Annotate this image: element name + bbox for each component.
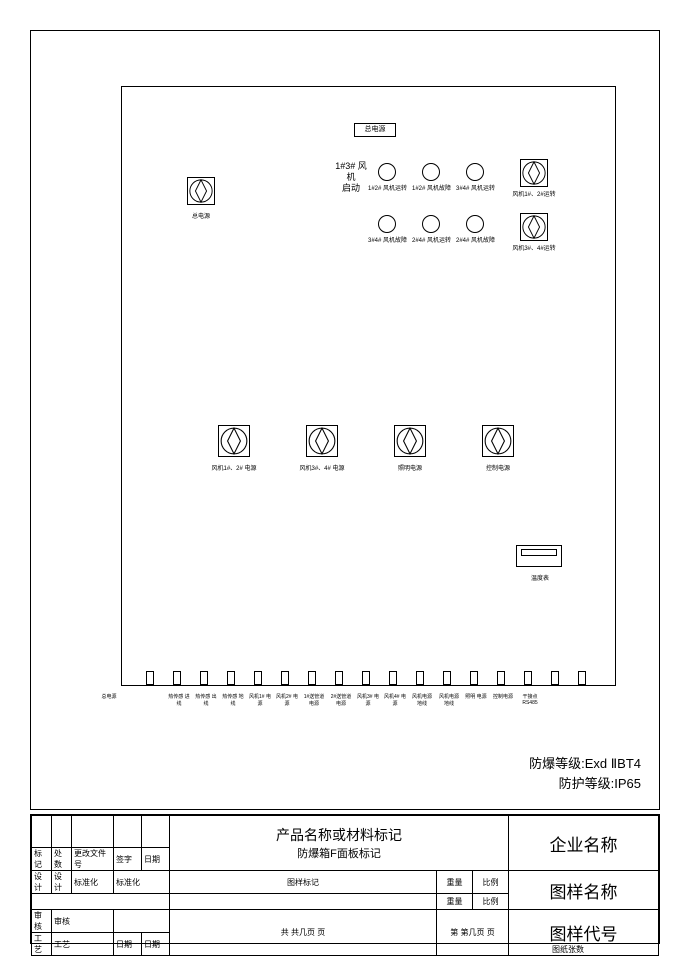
indicator-4-label: 3#4# 风机故障	[368, 235, 406, 244]
title-main: 产品名称或材料标记	[276, 827, 402, 843]
terminal	[578, 671, 586, 685]
temperature-display	[516, 545, 562, 567]
cell-di: 第 第几页 页	[437, 910, 509, 956]
cell-gongyi-l: 工艺	[32, 933, 52, 956]
mid-switch-3[interactable]	[394, 425, 426, 457]
terminal-label: 风机3# 电源	[356, 693, 380, 707]
cell-shenhe-r: 审核	[52, 910, 114, 933]
indicator-3	[466, 163, 484, 181]
terminal-label: 控制电源	[491, 693, 515, 700]
terminal	[308, 671, 316, 685]
terminal-label: 2#送管道 电源	[329, 693, 353, 707]
terminal	[443, 671, 451, 685]
terminal	[497, 671, 505, 685]
switch-top-left[interactable]	[187, 177, 215, 205]
terminal-label: 风机4# 电源	[383, 693, 407, 707]
company-name-cell: 企业名称	[509, 816, 659, 871]
terminal	[227, 671, 235, 685]
mid-switch-2[interactable]	[306, 425, 338, 457]
mid-switch-4[interactable]	[482, 425, 514, 457]
cell-bili2: 比例	[473, 894, 509, 910]
cell-sheji-l: 设计	[32, 871, 52, 894]
main-power-box: 总电源	[354, 123, 396, 137]
terminal-label: 1#送管道 电源	[302, 693, 326, 707]
terminal-label: 热传感 进线	[167, 693, 191, 707]
temperature-display-label: 温度表	[522, 573, 558, 582]
spec-explosion: 防爆等级:Exd ⅡBT4	[529, 753, 641, 772]
terminal-label: 干接点 RS485	[518, 693, 542, 706]
cell-sheji-r: 设计	[52, 871, 72, 894]
terminal	[362, 671, 370, 685]
terminal	[470, 671, 478, 685]
terminal	[146, 671, 154, 685]
sheet-count-label: 图纸张数	[552, 944, 584, 955]
indicator-2	[422, 163, 440, 181]
title-block: 产品名称或材料标记 防爆箱F面板标记 企业名称 标记 处数 更改文件号 签字 日…	[30, 814, 660, 944]
cell-gongyi-r: 工艺	[52, 933, 114, 956]
mid-switch-1-label: 风机1#、2# 电源	[204, 463, 264, 472]
terminal-label: 风机2# 电源	[275, 693, 299, 707]
left-term-label: 总电源	[97, 693, 121, 700]
switch-right-1[interactable]	[520, 159, 548, 187]
cell-bili: 比例	[473, 871, 509, 894]
mid-switch-1[interactable]	[218, 425, 250, 457]
terminal	[200, 671, 208, 685]
terminal	[173, 671, 181, 685]
drawing-name-cell: 图样名称	[509, 871, 659, 910]
cell-zhongliang: 重量	[437, 871, 473, 894]
terminal	[416, 671, 424, 685]
switch-right-2[interactable]	[520, 213, 548, 241]
mid-switch-3-label: 照明电源	[380, 463, 440, 472]
indicator-5-label: 2#4# 风机运转	[412, 235, 450, 244]
indicator-6-label: 2#4# 风机故障	[456, 235, 494, 244]
cell-riqi3: 日期	[142, 933, 170, 956]
control-panel: 总电源 总电源 1#3# 风 机 启动 1#2# 风机运转 1#2# 风机故障 …	[121, 86, 616, 686]
cell-biaoji: 标记	[32, 848, 52, 871]
cell-qianzi: 签字	[114, 848, 142, 871]
terminal-label: 风机电源 地线	[437, 693, 461, 707]
terminal	[281, 671, 289, 685]
terminal	[335, 671, 343, 685]
drawing-frame: 总电源 总电源 1#3# 风 机 启动 1#2# 风机运转 1#2# 风机故障 …	[30, 30, 660, 810]
terminal	[389, 671, 397, 685]
title-sub: 防爆箱F面板标记	[297, 848, 381, 860]
terminal	[524, 671, 532, 685]
indicator-1	[378, 163, 396, 181]
cell-zhongliang2: 重量	[437, 894, 473, 910]
indicator-5	[422, 215, 440, 233]
cell-tuyang-biaoji: 图样标记	[170, 871, 437, 894]
cell-riqi: 日期	[142, 848, 170, 871]
cell-biaozhunhua-r: 标准化	[114, 871, 170, 894]
cell-shenhe-l: 审核	[32, 910, 52, 933]
cell-genggai: 更改文件号	[72, 848, 114, 871]
indicator-3-label: 3#4# 风机运转	[456, 183, 494, 192]
terminal-label: 热传感 出线	[194, 693, 218, 707]
cell-gong: 共 共几页 页	[170, 910, 437, 956]
indicator-6	[466, 215, 484, 233]
terminal-label: 风机1# 电源	[248, 693, 272, 707]
indicator-1-label: 1#2# 风机运转	[368, 183, 406, 192]
terminal-label: 照明 电源	[464, 693, 488, 700]
switch-right-1-label: 风机1#、2#运转	[506, 189, 562, 198]
indicator-4	[378, 215, 396, 233]
terminal-label: 风机电源 地线	[410, 693, 434, 707]
mid-switch-4-label: 控制电源	[468, 463, 528, 472]
mid-switch-2-label: 风机3#、4# 电源	[292, 463, 352, 472]
indicator-2-label: 1#2# 风机故障	[412, 183, 450, 192]
terminal-label: 热传感 地线	[221, 693, 245, 707]
terminal	[254, 671, 262, 685]
switch-top-left-label: 总电源	[177, 211, 225, 220]
cell-chushu: 处数	[52, 848, 72, 871]
switch-right-2-label: 风机3#、4#运转	[506, 243, 562, 252]
cell-riqi2: 日期	[114, 933, 142, 956]
spec-protection: 防护等级:IP65	[559, 773, 641, 792]
terminal	[551, 671, 559, 685]
cell-biaozhunhua-l: 标准化	[72, 871, 114, 894]
